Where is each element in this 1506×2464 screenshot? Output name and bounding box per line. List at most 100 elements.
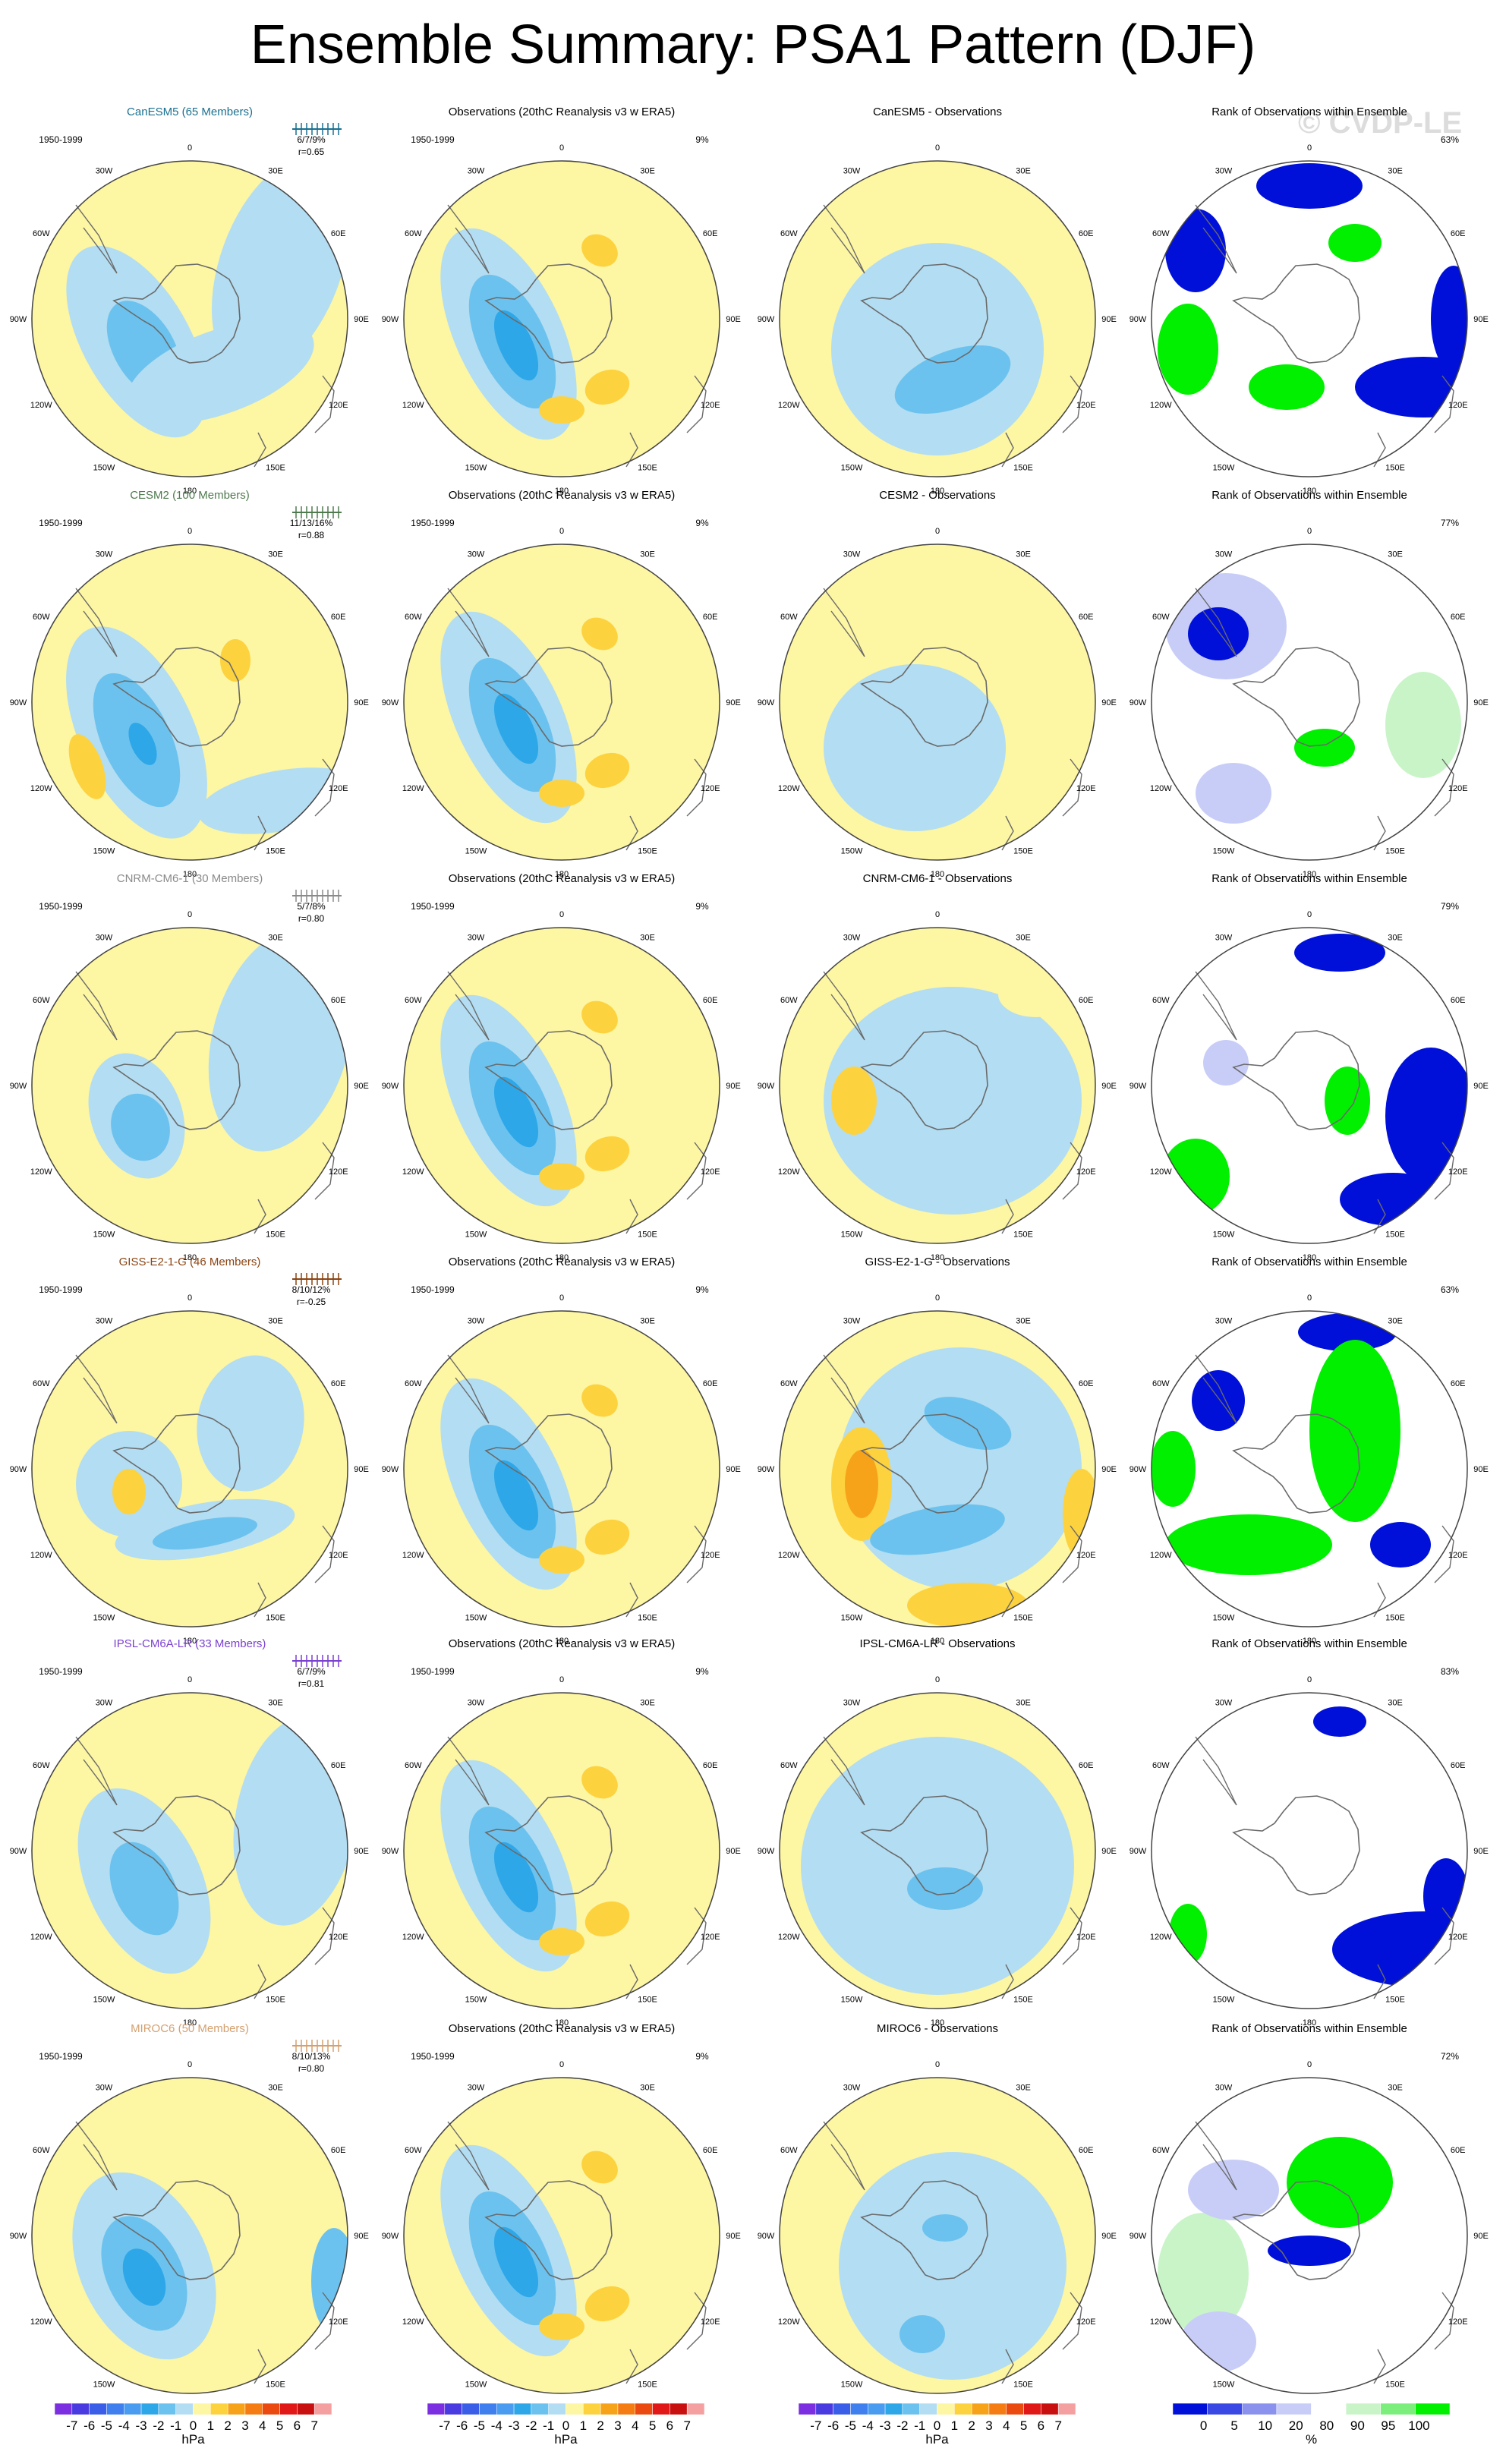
longitude-label: 30E <box>1388 550 1403 559</box>
rank-percent: 83% <box>1441 1666 1459 1677</box>
longitude-label: 180 <box>1303 1637 1316 1646</box>
rank-region <box>1370 1522 1431 1568</box>
longitude-label: 180 <box>183 487 197 496</box>
colorbar-swatch <box>1345 2403 1381 2415</box>
longitude-label: 30W <box>468 1316 485 1325</box>
map-border <box>1151 2077 1468 2394</box>
australia-outline <box>686 1525 707 1583</box>
map-border <box>403 160 720 477</box>
longitude-label: 30E <box>268 550 283 559</box>
longitude-label: 60W <box>1152 229 1170 238</box>
rank-title: Rank of Observations within Ensemble <box>1211 872 1407 885</box>
longitude-label: 30E <box>268 2083 283 2092</box>
longitude-label: 30W <box>843 166 861 175</box>
longitude-label: 30W <box>843 550 861 559</box>
longitude-label: 30E <box>1016 550 1031 559</box>
longitude-label: 60W <box>33 2146 50 2155</box>
south-america-outline <box>447 971 490 1041</box>
longitude-label: 120W <box>30 2317 52 2327</box>
pattern-contour <box>581 2150 618 2184</box>
colorbar-tick-label: 3 <box>241 2418 248 2433</box>
longitude-label: 90E <box>1101 1082 1117 1091</box>
longitude-label: 30E <box>1388 166 1403 175</box>
longitude-label: 120W <box>402 2317 424 2327</box>
period-label: 1950-1999 <box>39 901 83 912</box>
model-title: MIROC6 (50 Members) <box>131 2022 249 2035</box>
colorbar-tick-label: 7 <box>683 2418 690 2433</box>
colorbar-swatch <box>937 2403 955 2415</box>
pattern-correlation: r=0.81 <box>298 1678 325 1689</box>
longitude-label: 30W <box>843 933 861 942</box>
longitude-label: 120W <box>778 401 800 410</box>
colorbar-tick-label: -7 <box>439 2418 450 2433</box>
south-america-outline <box>823 204 865 274</box>
pattern-contour <box>581 1766 618 1799</box>
difference-title: CNRM-CM6-1 - Observations <box>863 872 1013 885</box>
longitude-label: 60W <box>405 1379 422 1388</box>
colorbar-tick-label: 2 <box>224 2418 231 2433</box>
longitude-label: 30W <box>96 1316 113 1325</box>
pattern-contour <box>493 310 539 381</box>
colorbar-tick-label: 5 <box>1020 2418 1027 2433</box>
pattern-correlation: r=0.80 <box>298 2063 325 2074</box>
longitude-label: 60E <box>1451 613 1466 622</box>
pattern-correlation: r=0.65 <box>298 147 325 157</box>
pattern-contour <box>111 1093 170 1161</box>
longitude-label: 120E <box>1448 2317 1468 2327</box>
colorbar-tick-label: -4 <box>862 2418 874 2433</box>
longitude-label: 150E <box>1385 464 1405 473</box>
colorbar-swatch <box>427 2403 446 2415</box>
rank-region <box>1313 1706 1366 1737</box>
south-america-outline <box>1195 971 1237 1041</box>
antarctica-outline <box>860 647 988 747</box>
pattern-contour <box>922 734 983 792</box>
longitude-label: 120W <box>778 784 800 793</box>
longitude-label: 180 <box>1303 2018 1316 2028</box>
pattern-correlation: r=0.88 <box>298 530 325 540</box>
rank-map: 030E60E90E120E150E180150W120W90W60W30WRa… <box>1130 2022 1489 2412</box>
colorbar-swatch <box>617 2403 635 2415</box>
antarctica-outline <box>1232 263 1360 364</box>
watermark: © CVDP-LE <box>1298 106 1463 140</box>
longitude-label: 60E <box>331 1379 346 1388</box>
pattern-colorbar-1: -7 -6 -5 -4 -3 -2 -1 0 1 2 3 4 5 6 7 hPa <box>54 2403 332 2447</box>
pattern-contour <box>581 234 618 267</box>
longitude-label: 150E <box>1013 1230 1033 1240</box>
map-border <box>31 1692 348 2009</box>
longitude-label: 150E <box>1385 1614 1405 1623</box>
south-america-outline <box>75 204 118 274</box>
longitude-label: 60W <box>405 996 422 1005</box>
period-label: 1950-1999 <box>39 518 83 528</box>
longitude-label: 0 <box>187 1675 192 1684</box>
colorbar-swatch <box>670 2403 688 2415</box>
longitude-label: 0 <box>935 910 940 919</box>
period-label: 1950-1999 <box>39 2051 83 2062</box>
observed-variance: 9% <box>695 901 709 912</box>
longitude-label: 90W <box>1130 315 1147 324</box>
longitude-label: 90E <box>726 315 741 324</box>
pattern-contour <box>584 369 630 405</box>
pattern-contour <box>539 1163 584 1190</box>
longitude-label: 60W <box>780 2146 798 2155</box>
observation-pattern-map-fill <box>404 1693 720 2009</box>
observation-pattern-map: 0 30E 60E 90E 120E 150E 180 150W 120W 90W 60W 30W Ob… <box>382 106 741 496</box>
longitude-label: 60W <box>33 1379 50 1388</box>
australia-outline <box>686 758 707 817</box>
longitude-label: 30W <box>468 2083 485 2092</box>
antarctica-outline <box>860 1030 988 1130</box>
longitude-label: 150W <box>465 1614 487 1623</box>
antarctica-outline <box>484 2180 613 2280</box>
pattern-contour <box>845 1450 878 1518</box>
longitude-label: 120W <box>1150 784 1172 793</box>
difference-map-fill <box>780 1311 1095 1627</box>
longitude-label: 90W <box>382 1847 399 1856</box>
longitude-label: 120E <box>329 2317 348 2327</box>
longitude-label: 0 <box>187 143 192 153</box>
antarctica-outline <box>1232 1795 1360 1895</box>
pattern-contour <box>128 723 157 765</box>
longitude-label: 0 <box>187 527 192 536</box>
longitude-label: 60E <box>1079 2146 1094 2155</box>
longitude-label: 60E <box>1079 1379 1094 1388</box>
antarctica-outline <box>1232 2180 1360 2280</box>
south-america-outline <box>823 2121 865 2191</box>
